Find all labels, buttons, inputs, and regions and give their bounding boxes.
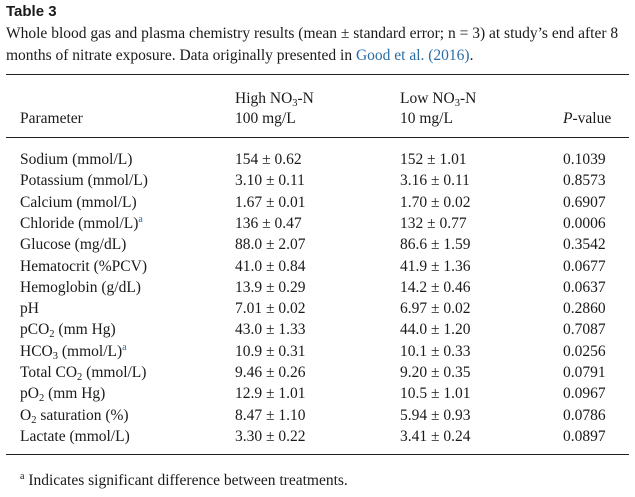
row-low-value: 9.20 ± 0.35 [400, 364, 471, 381]
row-high-value: 3.30 ± 0.22 [235, 427, 306, 445]
header-parameter: Parameter [20, 110, 83, 127]
row-high-value: 3.10 ± 0.11 [235, 172, 305, 190]
row-high-value: 10.9 ± 0.31 [235, 342, 306, 360]
row-pvalue: 0.7087 [563, 321, 606, 339]
row-pvalue: 0.0791 [563, 364, 606, 381]
caption-end: . [469, 47, 474, 64]
row-low-value: 3.41 ± 0.24 [400, 427, 471, 445]
row-low-value: 86.6 ± 1.59 [400, 236, 471, 254]
row-pvalue: 0.6907 [563, 193, 606, 211]
row-low-value: 14.2 ± 0.46 [400, 278, 471, 296]
row-pvalue: 0.0637 [563, 278, 606, 296]
bottom-rule [6, 454, 629, 455]
row-high-value: 136 ± 0.47 [235, 214, 302, 232]
row-low-value: 10.1 ± 0.33 [400, 342, 471, 360]
table-caption: Whole blood gas and plasma chemistry res… [6, 23, 631, 67]
row-high-value: 13.9 ± 0.29 [235, 278, 306, 296]
caption-text: Whole blood gas and plasma chemistry res… [6, 25, 619, 64]
row-low-value: 132 ± 0.77 [400, 214, 467, 232]
row-high-value: 1.67 ± 0.01 [235, 193, 306, 211]
row-high-value: 8.47 ± 1.10 [235, 406, 306, 424]
row-pvalue: 0.0006 [563, 214, 606, 232]
row-low-value: 152 ± 1.01 [400, 151, 467, 168]
header-low-line1: Low NO3-N [400, 90, 477, 109]
row-pvalue: 0.0786 [563, 406, 606, 424]
row-parameter: Hemoglobin (g/dL) [20, 278, 141, 296]
header-low-line2: 10 mg/L [400, 110, 453, 127]
footnote-marker[interactable]: a [138, 213, 143, 225]
footnote-marker[interactable]: a [122, 341, 127, 353]
top-rule [6, 74, 629, 75]
row-parameter: pO2 (mm Hg) [20, 385, 106, 405]
row-pvalue: 0.8573 [563, 172, 606, 190]
row-low-value: 10.5 ± 1.01 [400, 385, 471, 403]
row-high-value: 9.46 ± 0.26 [235, 364, 306, 381]
row-high-value: 43.0 ± 1.33 [235, 321, 306, 339]
row-parameter: Total CO2 (mmol/L) [20, 364, 147, 383]
header-rule [6, 137, 629, 138]
footnote: a Indicates significant difference betwe… [20, 471, 348, 490]
header-high-line2: 100 mg/L [235, 110, 296, 127]
row-parameter: O2 saturation (%) [20, 406, 129, 426]
row-parameter: Chloride (mmol/L)a [20, 213, 143, 232]
header-high-line1: High NO3-N [235, 90, 314, 109]
row-parameter: pCO2 (mm Hg) [20, 321, 116, 341]
row-low-value: 41.9 ± 1.36 [400, 257, 471, 275]
row-low-value: 3.16 ± 0.11 [400, 172, 470, 190]
row-parameter: Lactate (mmol/L) [20, 427, 130, 445]
row-parameter: Calcium (mmol/L) [20, 193, 137, 211]
row-pvalue: 0.0677 [563, 257, 606, 275]
row-pvalue: 0.1039 [563, 151, 606, 168]
citation-link[interactable]: Good et al. (2016) [355, 47, 470, 64]
row-parameter: Sodium (mmol/L) [20, 151, 133, 168]
row-high-value: 41.0 ± 0.84 [235, 257, 306, 275]
row-high-value: 154 ± 0.62 [235, 151, 302, 168]
row-low-value: 6.97 ± 0.02 [400, 300, 471, 318]
row-high-value: 88.0 ± 2.07 [235, 236, 306, 254]
row-parameter: HCO3 (mmol/L)a [20, 341, 127, 362]
row-low-value: 44.0 ± 1.20 [400, 321, 471, 339]
row-parameter: Potassium (mmol/L) [20, 172, 148, 190]
row-pvalue: 0.3542 [563, 236, 606, 254]
row-pvalue: 0.2860 [563, 300, 606, 318]
row-parameter: Hematocrit (%PCV) [20, 257, 147, 275]
row-high-value: 12.9 ± 1.01 [235, 385, 306, 403]
row-low-value: 5.94 ± 0.93 [400, 406, 471, 424]
row-high-value: 7.01 ± 0.02 [235, 300, 306, 318]
table-title: Table 3 [6, 3, 57, 20]
row-pvalue: 0.0897 [563, 427, 606, 445]
row-pvalue: 0.0967 [563, 385, 606, 403]
row-parameter: pH [20, 300, 39, 318]
row-pvalue: 0.0256 [563, 342, 606, 360]
row-parameter: Glucose (mg/dL) [20, 236, 127, 254]
header-pvalue: P-value [563, 110, 612, 127]
row-low-value: 1.70 ± 0.02 [400, 193, 471, 211]
